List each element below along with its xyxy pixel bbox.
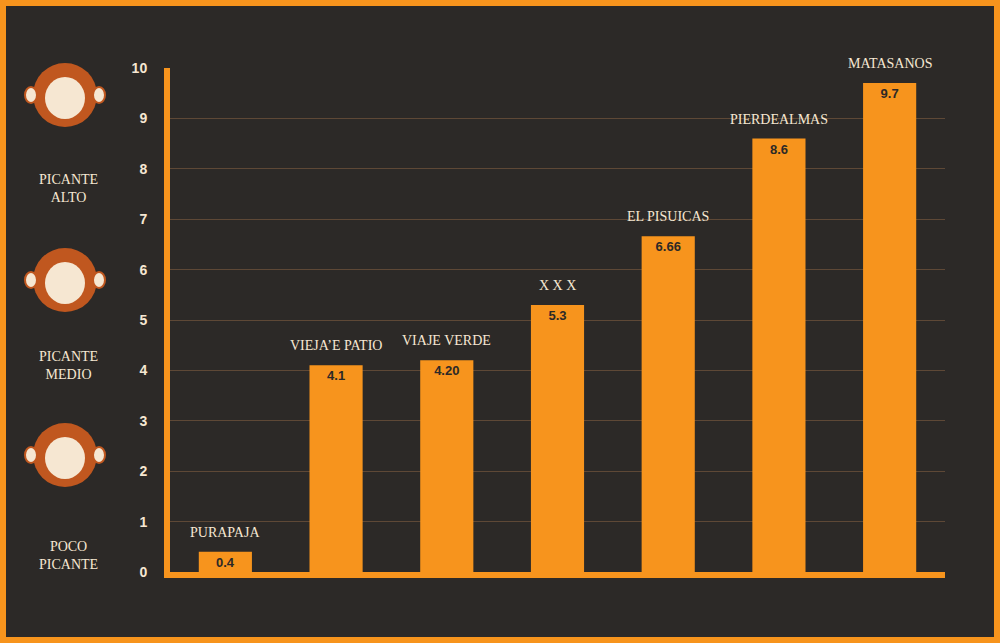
svg-text:EL PISUICAS: EL PISUICAS (627, 209, 709, 224)
svg-text:7: 7 (139, 211, 147, 227)
svg-text:PICANTEMEDIO: PICANTEMEDIO (39, 349, 98, 382)
svg-text:9: 9 (139, 110, 147, 126)
svg-text:3: 3 (139, 413, 147, 429)
svg-text:1: 1 (139, 514, 147, 530)
svg-text:6.66: 6.66 (656, 239, 681, 254)
svg-text:9.7: 9.7 (881, 86, 899, 101)
svg-text:4: 4 (139, 362, 147, 378)
svg-text:4.1: 4.1 (327, 368, 345, 383)
svg-text:MATASANOS: MATASANOS (848, 56, 932, 71)
svg-text:5.3: 5.3 (548, 308, 566, 323)
svg-text:VIAJE VERDE: VIAJE VERDE (402, 333, 491, 348)
svg-text:0.4: 0.4 (216, 555, 235, 570)
svg-text:PURAPAJA: PURAPAJA (190, 525, 260, 540)
svg-text:X X X: X X X (539, 278, 576, 293)
svg-text:PICANTEALTO: PICANTEALTO (39, 172, 98, 205)
svg-text:4.20: 4.20 (434, 363, 459, 378)
svg-text:PIERDEALMAS: PIERDEALMAS (730, 112, 828, 127)
svg-text:5: 5 (139, 312, 147, 328)
svg-text:POCOPICANTE: POCOPICANTE (39, 539, 98, 572)
svg-text:0: 0 (139, 564, 147, 580)
svg-text:8: 8 (139, 161, 147, 177)
svg-text:6: 6 (139, 262, 147, 278)
svg-text:8.6: 8.6 (770, 142, 788, 157)
svg-text:10: 10 (132, 60, 148, 76)
svg-text:2: 2 (139, 463, 147, 479)
svg-text:VIEJA’E PATIO: VIEJA’E PATIO (290, 338, 382, 353)
